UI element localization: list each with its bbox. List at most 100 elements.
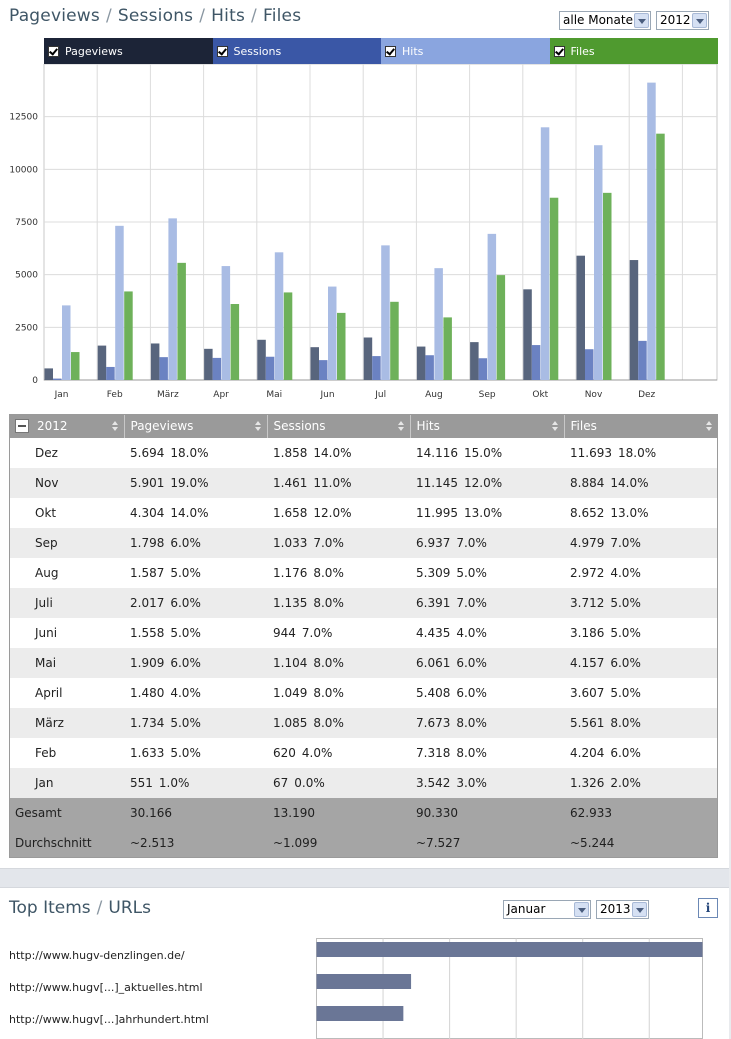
cell-value: 3.607 — [570, 686, 605, 700]
sort-icon[interactable] — [551, 421, 558, 431]
table-row: Feb 1.633 5.0% 620 4.0% 7.318 8.0% 4.204 6.0% — [9, 738, 718, 768]
header-year[interactable]: 2012 — [9, 414, 125, 438]
y-tick-label: 7500 — [15, 218, 38, 228]
top-year-select[interactable]: 2013 — [596, 900, 649, 919]
cell-percent: 15.0% — [464, 446, 503, 460]
chevron-down-icon[interactable] — [632, 902, 647, 917]
header-sessions[interactable]: Sessions — [267, 414, 411, 438]
cell-value: 5.694 — [130, 446, 165, 460]
url-item[interactable]: http://www.hugv[...]ahrhundert.html — [9, 1013, 209, 1026]
cell-value: 1.587 — [130, 566, 165, 580]
cell-value: 4.304 — [130, 506, 165, 520]
top-year-select-value: 2013 — [600, 902, 631, 916]
legend-toggle-files[interactable]: Files — [549, 38, 718, 64]
row-cell: 4.304 14.0% — [124, 498, 267, 528]
checkbox-icon[interactable] — [216, 45, 228, 57]
stats-table: 2012 Pageviews Sessions Hits Files Dez 5.… — [9, 414, 718, 858]
bar-files — [656, 133, 665, 380]
collapse-icon[interactable] — [15, 419, 29, 434]
cell-percent: 8.0% — [313, 716, 344, 730]
cell-value: 5.408 — [416, 686, 451, 700]
row-cell: 1.104 8.0% — [267, 648, 410, 678]
sort-icon[interactable] — [111, 421, 118, 431]
cell-percent: 8.0% — [610, 716, 641, 730]
bar-sessions — [212, 357, 222, 380]
info-button[interactable]: i — [698, 898, 718, 918]
url-bar — [316, 942, 703, 957]
row-cell: 1.033 7.0% — [267, 528, 410, 558]
table-average-row: Durchschnitt ~2.513 ~1.099 ~7.527 ~5.244 — [9, 828, 718, 858]
cell-percent: 6.0% — [610, 656, 641, 670]
cell-percent: 12.0% — [464, 476, 503, 490]
checkbox-icon[interactable] — [385, 45, 396, 57]
bar-pageviews — [363, 337, 373, 380]
cell-value: 6.937 — [416, 536, 451, 550]
cell-percent: 6.0% — [170, 536, 201, 550]
cell-value: 8.884 — [570, 476, 605, 490]
header-files[interactable]: Files — [564, 414, 718, 438]
cell-value: 551 — [130, 776, 153, 790]
row-cell: 6.937 7.0% — [410, 528, 564, 558]
row-month: März — [9, 708, 124, 738]
url-item[interactable]: http://www.hugv[...]_aktuelles.html — [9, 981, 203, 994]
header-hits[interactable]: Hits — [410, 414, 565, 438]
row-month: Dez — [9, 438, 124, 468]
month-select[interactable]: alle Monate — [559, 11, 651, 30]
section-separator — [0, 868, 731, 888]
x-tick-label: Jul — [374, 390, 386, 400]
row-month: Aug — [9, 558, 124, 588]
cell-value: 67 — [273, 776, 289, 790]
top-urls-bar-chart — [316, 938, 703, 1039]
cell-value: 1.135 — [273, 596, 308, 610]
chevron-down-icon[interactable] — [574, 902, 589, 917]
legend-toggle-pageviews[interactable]: Pageviews — [44, 38, 213, 64]
checkbox-icon[interactable] — [553, 45, 565, 57]
row-month: Juli — [9, 588, 124, 618]
row-cell: 5.408 6.0% — [410, 678, 564, 708]
checkbox-icon[interactable] — [48, 45, 59, 57]
cell-percent: 12.0% — [313, 506, 352, 520]
year-select[interactable]: 2012 — [656, 11, 709, 30]
row-cell: 8.884 14.0% — [564, 468, 718, 498]
title-files: Files — [262, 6, 302, 26]
cell-value: 1.558 — [130, 626, 165, 640]
cell-value: 4.204 — [570, 746, 605, 760]
legend-toggle-sessions[interactable]: Sessions — [212, 38, 381, 64]
cell-value: 1.909 — [130, 656, 165, 670]
legend-label-files: Files — [570, 44, 595, 58]
sort-icon[interactable] — [706, 421, 712, 431]
chevron-down-icon[interactable] — [634, 13, 649, 28]
legend-label-hits: Hits — [402, 44, 424, 58]
legend-toggle-hits[interactable]: Hits — [381, 38, 550, 64]
row-cell: 5.561 8.0% — [564, 708, 718, 738]
top-month-select-value: Januar — [507, 902, 546, 916]
row-cell: 4.435 4.0% — [410, 618, 564, 648]
bar-sessions — [319, 360, 328, 380]
sort-icon[interactable] — [397, 421, 404, 431]
x-tick-label: Dez — [638, 390, 655, 400]
row-cell: 2.017 6.0% — [124, 588, 267, 618]
header-pageviews[interactable]: Pageviews — [124, 414, 268, 438]
table-total-row: Gesamt 30.166 13.190 90.330 62.933 — [9, 798, 718, 828]
row-cell: 6.061 6.0% — [410, 648, 564, 678]
cell-percent: 8.0% — [313, 596, 344, 610]
total-sessions: 13.190 — [267, 798, 410, 828]
cell-percent: 2.0% — [610, 776, 641, 790]
row-cell: 1.135 8.0% — [267, 588, 410, 618]
cell-percent: 7.0% — [456, 536, 487, 550]
bar-files — [230, 304, 240, 380]
cell-value: 5.901 — [130, 476, 165, 490]
cell-percent: 14.0% — [170, 506, 209, 520]
chevron-down-icon[interactable] — [692, 13, 707, 28]
cell-percent: 13.0% — [610, 506, 649, 520]
bar-pageviews — [523, 289, 532, 380]
cell-percent: 5.0% — [170, 746, 201, 760]
bar-sessions — [372, 356, 381, 380]
sort-icon[interactable] — [254, 421, 261, 431]
cell-value: 7.673 — [416, 716, 451, 730]
row-cell: 3.186 5.0% — [564, 618, 718, 648]
row-month: Jan — [9, 768, 124, 798]
legend-label-sessions: Sessions — [233, 44, 282, 58]
url-item[interactable]: http://www.hugv-denzlingen.de/ — [9, 949, 185, 962]
top-month-select[interactable]: Januar — [503, 900, 591, 919]
